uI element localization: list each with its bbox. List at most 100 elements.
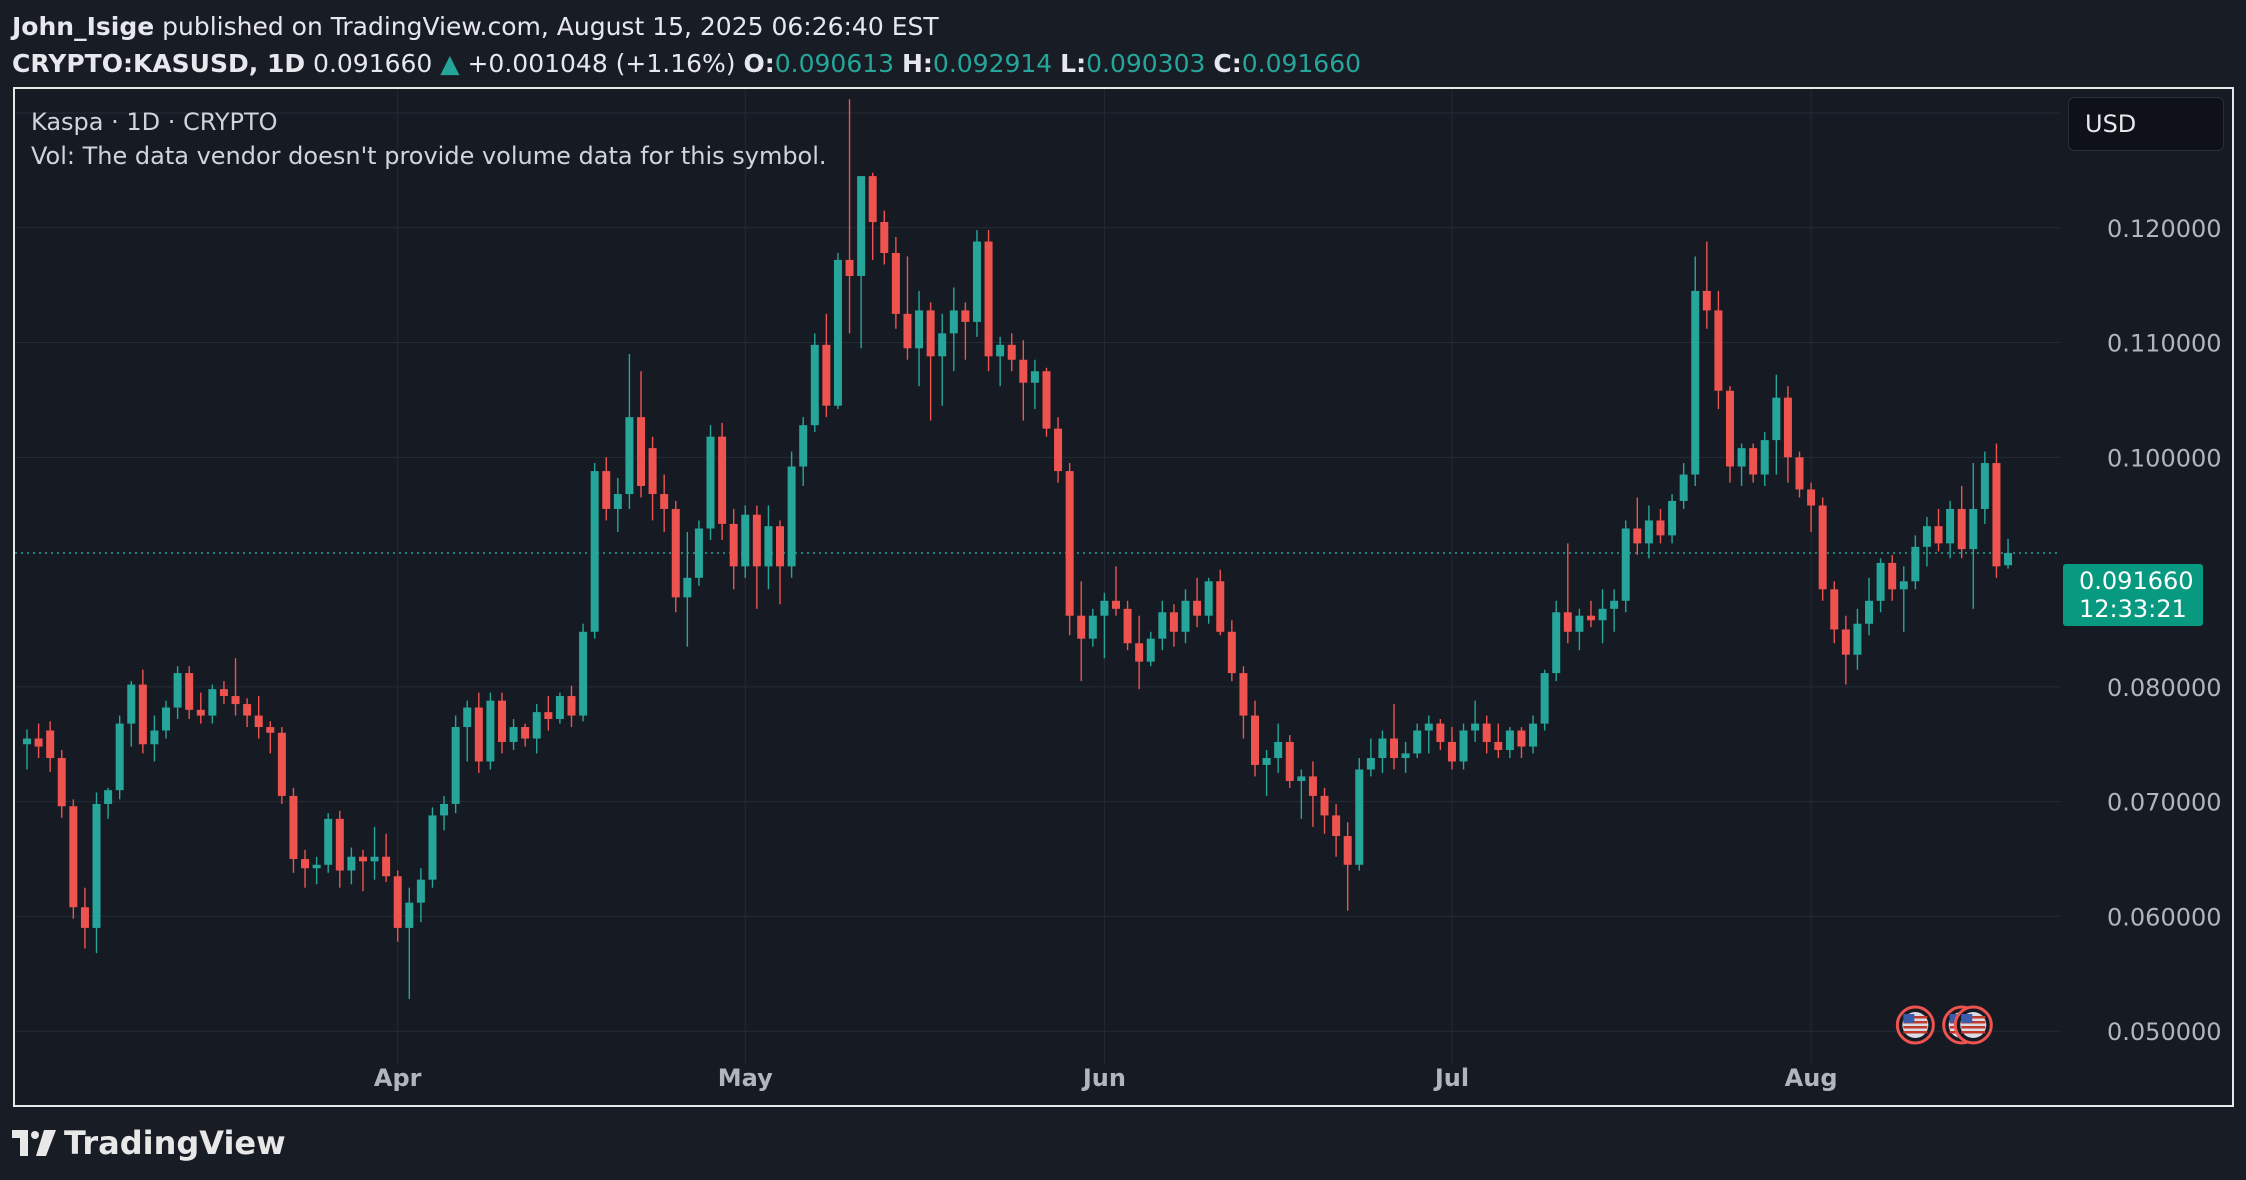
- candle-body: [1019, 359, 1028, 383]
- candle: [810, 333, 819, 433]
- candle-body: [138, 684, 147, 745]
- candle: [625, 354, 634, 509]
- candle-body: [799, 425, 808, 467]
- candle-body: [1865, 600, 1874, 624]
- candle: [393, 870, 402, 942]
- candle: [1181, 589, 1190, 644]
- candle: [648, 436, 657, 521]
- candle: [1436, 719, 1445, 750]
- candle: [613, 477, 622, 532]
- candle: [1030, 359, 1039, 410]
- price-tag-value: 0.091660: [2079, 567, 2194, 595]
- flag-canton: [1903, 1014, 1915, 1023]
- candle-body: [1042, 371, 1051, 429]
- chart-frame[interactable]: 0.1300000.1200000.1100000.1000000.080000…: [13, 87, 2234, 1107]
- candle-body: [277, 732, 286, 796]
- candle: [729, 508, 738, 590]
- candle: [219, 681, 228, 705]
- candle-body: [718, 436, 727, 524]
- candle-body: [1517, 730, 1526, 747]
- candle-body: [1922, 526, 1931, 547]
- candle: [1702, 241, 1711, 329]
- candle: [1934, 508, 1943, 552]
- y-tick-label: 0.110000: [2107, 330, 2222, 358]
- candle: [706, 425, 715, 540]
- candle-body: [428, 815, 437, 880]
- candle: [335, 810, 344, 888]
- candle-body: [1366, 758, 1375, 770]
- candle: [1216, 569, 1225, 636]
- candle-body: [208, 689, 217, 716]
- symbol-label: CRYPTO:KASUSD, 1D: [12, 49, 306, 78]
- candle-body: [451, 727, 460, 804]
- high-label: H:: [902, 49, 933, 78]
- tradingview-logo[interactable]: TradingView: [12, 1124, 286, 1162]
- candle-body: [776, 526, 785, 567]
- candle-body: [1505, 730, 1514, 750]
- candle: [764, 505, 773, 590]
- candle: [752, 505, 761, 609]
- candle-body: [1390, 738, 1399, 759]
- candle-body: [1575, 615, 1584, 632]
- candle-body: [590, 471, 599, 632]
- candle-body: [972, 241, 981, 322]
- candle-body: [1807, 489, 1816, 506]
- low-value: 0.090303: [1086, 49, 1206, 78]
- candle: [1471, 700, 1480, 742]
- candle-body: [1783, 397, 1792, 458]
- candle-body: [1181, 600, 1190, 632]
- candle-body: [648, 448, 657, 495]
- candle: [196, 692, 205, 724]
- candle-body: [1424, 723, 1433, 731]
- candle-body: [1830, 589, 1839, 630]
- candlestick-chart[interactable]: 0.1300000.1200000.1100000.1000000.080000…: [15, 89, 2232, 1105]
- candle-body: [1274, 741, 1283, 759]
- candle-body: [382, 856, 391, 877]
- currency-selector[interactable]: USD: [2068, 97, 2224, 151]
- candle-body: [1586, 615, 1595, 621]
- candle: [926, 302, 935, 421]
- candle: [984, 230, 993, 372]
- candle: [1563, 543, 1572, 644]
- candle: [1795, 451, 1804, 498]
- candle-body: [289, 795, 298, 860]
- up-arrow-icon: ▲: [440, 49, 460, 78]
- x-tick-label: May: [718, 1064, 773, 1092]
- candle-body: [1992, 463, 2001, 567]
- flag-stripe: [1903, 1026, 1928, 1029]
- candle-body: [984, 241, 993, 357]
- candle-body: [358, 856, 367, 862]
- candle-body: [1459, 730, 1468, 762]
- candle: [1088, 608, 1097, 647]
- candle: [1297, 769, 1306, 819]
- us-flag-icon: [1895, 1005, 1935, 1045]
- candle-body: [1239, 673, 1248, 716]
- candle: [1274, 723, 1283, 773]
- candle-body: [1100, 600, 1109, 616]
- candle-body: [1169, 612, 1178, 632]
- candle-body: [1320, 795, 1329, 816]
- candle-body: [463, 707, 472, 728]
- candle-body: [1308, 776, 1317, 796]
- candle: [590, 463, 599, 639]
- candle: [1332, 803, 1341, 857]
- candle: [208, 684, 217, 724]
- close-label: C:: [1213, 49, 1242, 78]
- candle: [104, 787, 113, 819]
- candle: [289, 787, 298, 873]
- candle-body: [845, 259, 854, 276]
- candle: [1227, 620, 1236, 682]
- candle: [1065, 463, 1074, 636]
- legend-title[interactable]: Kaspa · 1D · CRYPTO: [31, 108, 278, 136]
- candle-body: [567, 696, 576, 716]
- candle-body: [1077, 615, 1086, 639]
- candle: [1366, 738, 1375, 777]
- candle-body: [660, 494, 669, 509]
- ohlc-line: CRYPTO:KASUSD, 1D 0.091660 ▲ +0.001048 (…: [12, 45, 1361, 82]
- candle-body: [1714, 310, 1723, 391]
- author-name[interactable]: John_Isige: [12, 12, 155, 41]
- candle: [162, 700, 171, 739]
- candle: [1482, 715, 1491, 754]
- candle: [497, 692, 506, 754]
- candle-body: [150, 730, 159, 745]
